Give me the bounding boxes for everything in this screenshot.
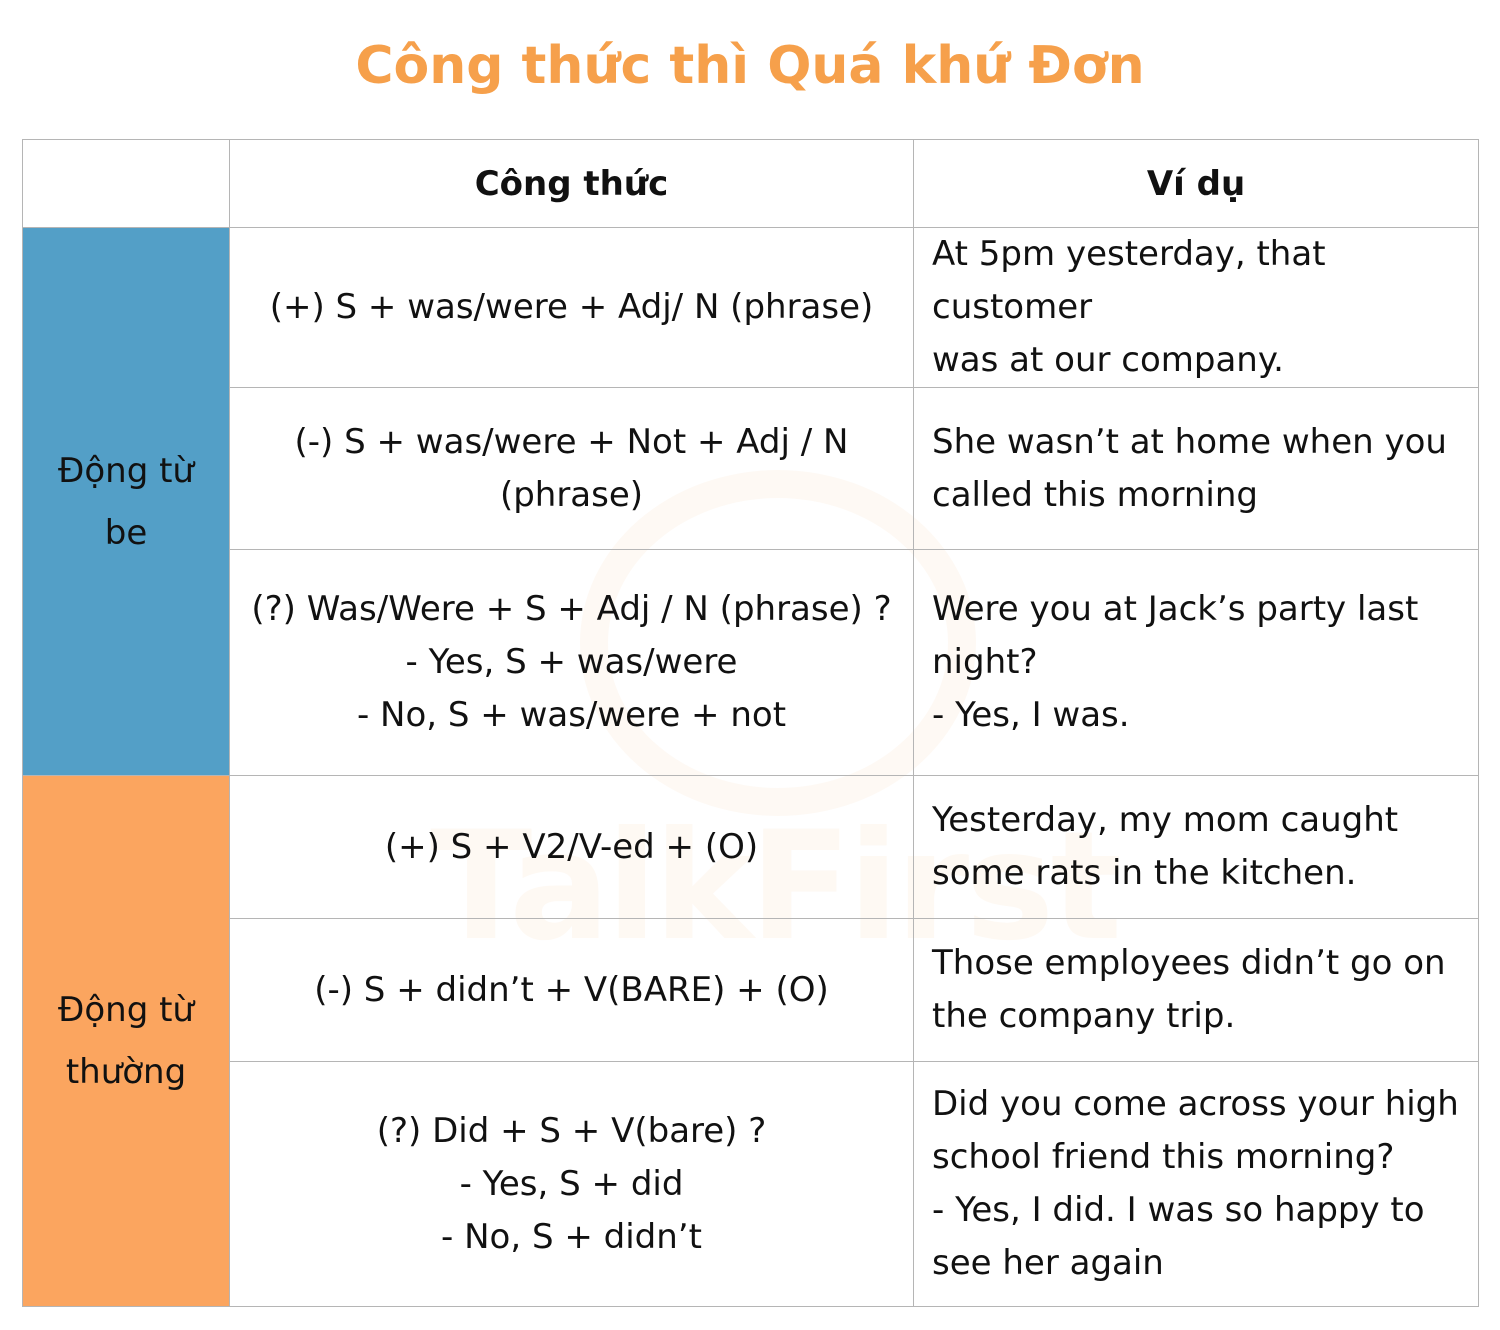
formula-table: Công thức Ví dụ Động từ be (+) S + was/wer…: [22, 139, 1479, 1307]
example-cell-line: She wasn’t at home when you: [932, 421, 1447, 462]
formula-cell: (+) S + was/were + Adj/ N (phrase): [229, 227, 914, 388]
table-row: Động từ thường (+) S + V2/V-ed + (O) Yester…: [22, 775, 1479, 1307]
formula-cell: (-) S + didn’t + V(BARE) + (O): [229, 918, 914, 1062]
example-cell-line: - Yes, I was.: [932, 695, 1130, 735]
example-cell-line: night?: [932, 642, 1038, 682]
header-formula: Công thức: [229, 139, 914, 228]
example-cell-line: At 5pm yesterday, that customer: [932, 234, 1326, 327]
example-cell: Did you come across your high school frie…: [913, 1061, 1479, 1307]
formula-cell-line: (-) S + was/were + Not + Adj / N (phrase…: [294, 421, 849, 515]
formula-cell-line: - No, S + was/were + not: [356, 695, 787, 735]
example-cell-line: the company trip.: [932, 996, 1236, 1036]
example-cell-line: see her again: [932, 1243, 1164, 1283]
category-be-verb: Động từ be: [22, 227, 230, 776]
category-regular-verb: Động từ thường: [22, 775, 230, 1307]
formula-cell: (+) S + V2/V-ed + (O): [229, 775, 914, 919]
formula-cell-line: (?) Did + S + V(bare) ?: [376, 1110, 767, 1151]
category-label: Động từ: [58, 990, 194, 1030]
example-cell-line: called this morning: [932, 474, 1259, 515]
formula-cell-line: - No, S + didn’t: [441, 1216, 702, 1257]
formula-cell-line: - Yes, S + did: [459, 1163, 684, 1204]
formula-cell-line: (+) S + was/were + Adj/ N (phrase): [269, 287, 874, 327]
table-row: (?) Did + S + V(bare) ? - Yes, S + did - N…: [23, 1061, 1479, 1307]
category-label: be: [104, 512, 148, 553]
example-cell: Yesterday, my mom caught some rats in the…: [913, 775, 1479, 919]
header-example: Ví dụ: [913, 139, 1479, 228]
table-header-row: Công thức Ví dụ: [22, 139, 1479, 228]
example-cell: Were you at Jack’s party last night? - Yes…: [913, 549, 1479, 776]
table-row: (?) Was/Were + S + Adj / N (phrase) ? - Y…: [23, 549, 1479, 776]
category-label: Động từ: [58, 450, 194, 491]
formula-cell-line: - Yes, S + was/were: [405, 642, 738, 682]
example-cell-line: Yesterday, my mom caught: [932, 800, 1399, 840]
example-cell-line: Were you at Jack’s party last: [932, 589, 1419, 629]
page-title: Công thức thì Quá khứ Đơn: [355, 36, 1145, 96]
formula-cell: (?) Did + S + V(bare) ? - Yes, S + did - N…: [229, 1061, 914, 1307]
example-cell-line: Those employees didn’t go on: [932, 943, 1446, 983]
example-cell-line: was at our company.: [932, 340, 1284, 380]
header-empty: [22, 139, 230, 228]
category-label: thường: [65, 1052, 187, 1092]
formula-cell: (?) Was/Were + S + Adj / N (phrase) ? - Y…: [229, 549, 914, 776]
formula-cell-line: (-) S + didn’t + V(BARE) + (O): [314, 969, 829, 1010]
formula-cell-line: (+) S + V2/V-ed + (O): [384, 826, 759, 867]
table-row: (-) S + didn’t + V(BARE) + (O) Those empl…: [23, 918, 1479, 1062]
example-cell: At 5pm yesterday, that customer was at ou…: [913, 227, 1479, 388]
example-cell-line: school friend this morning?: [932, 1137, 1395, 1177]
example-cell-line: - Yes, I did. I was so happy to: [932, 1190, 1425, 1230]
example-cell: She wasn’t at home when you called this m…: [913, 387, 1479, 550]
formula-cell: (-) S + was/were + Not + Adj / N (phrase…: [229, 387, 914, 550]
example-cell-line: Did you come across your high: [932, 1084, 1459, 1124]
formula-cell-line: (?) Was/Were + S + Adj / N (phrase) ?: [251, 589, 892, 629]
table-row: Động từ be (+) S + was/were + Adj/ N (phra…: [22, 227, 1479, 776]
example-cell: Those employees didn’t go on the company …: [913, 918, 1479, 1062]
example-cell-line: some rats in the kitchen.: [932, 853, 1357, 893]
table-row: (-) S + was/were + Not + Adj / N (phrase…: [23, 387, 1479, 550]
